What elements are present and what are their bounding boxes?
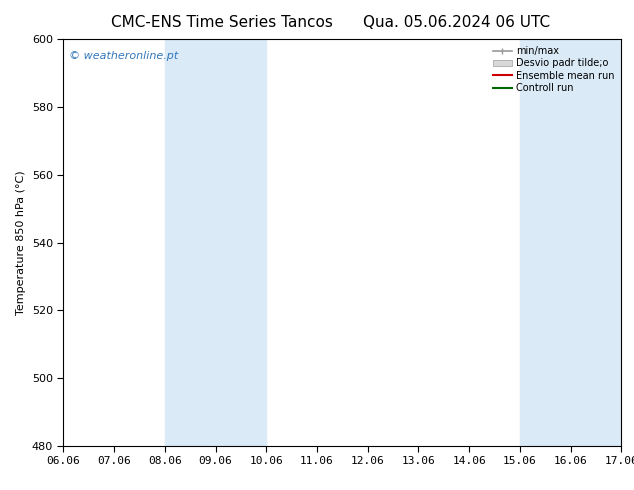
Text: Qua. 05.06.2024 06 UTC: Qua. 05.06.2024 06 UTC — [363, 15, 550, 30]
Text: © weatheronline.pt: © weatheronline.pt — [69, 51, 178, 61]
Y-axis label: Temperature 850 hPa (°C): Temperature 850 hPa (°C) — [16, 170, 26, 315]
Bar — [165, 39, 266, 446]
Text: CMC-ENS Time Series Tancos: CMC-ENS Time Series Tancos — [111, 15, 333, 30]
Bar — [520, 39, 621, 446]
Legend: min/max, Desvio padr tilde;o, Ensemble mean run, Controll run: min/max, Desvio padr tilde;o, Ensemble m… — [491, 44, 616, 95]
